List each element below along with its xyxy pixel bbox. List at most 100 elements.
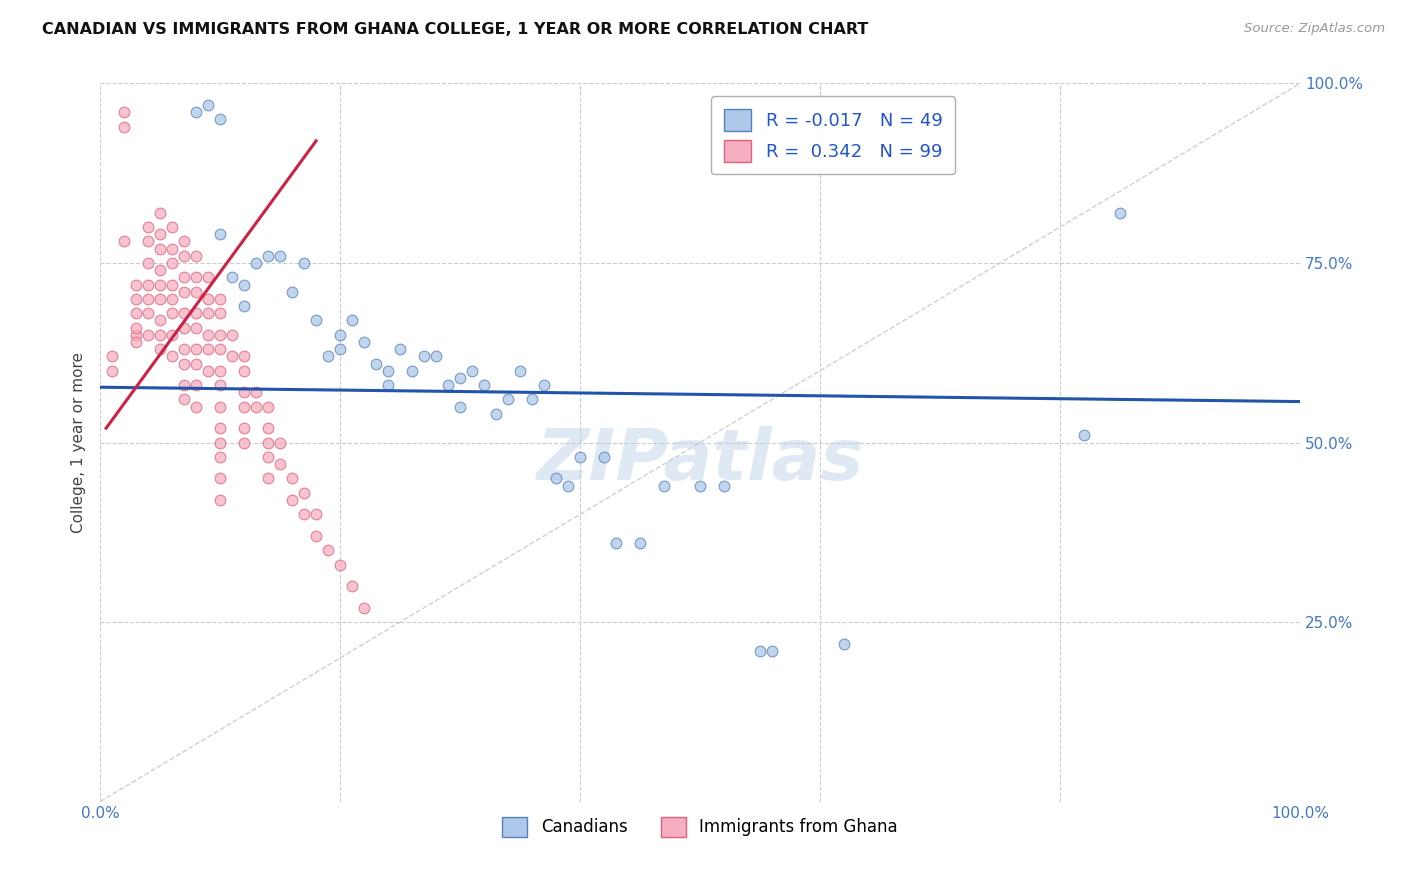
Point bbox=[173, 249, 195, 263]
Point bbox=[257, 249, 280, 263]
Point bbox=[257, 400, 280, 414]
Point bbox=[173, 235, 195, 249]
Point bbox=[209, 400, 232, 414]
Point bbox=[173, 342, 195, 356]
Point bbox=[173, 392, 195, 407]
Point bbox=[197, 270, 219, 285]
Point bbox=[197, 364, 219, 378]
Point bbox=[233, 299, 256, 313]
Point bbox=[389, 342, 412, 356]
Text: Source: ZipAtlas.com: Source: ZipAtlas.com bbox=[1244, 22, 1385, 36]
Point bbox=[401, 364, 423, 378]
Point bbox=[173, 320, 195, 334]
Point bbox=[160, 242, 183, 256]
Point bbox=[149, 227, 172, 242]
Point bbox=[149, 342, 172, 356]
Point bbox=[364, 357, 387, 371]
Point bbox=[281, 471, 304, 485]
Point bbox=[269, 249, 291, 263]
Point bbox=[245, 256, 267, 270]
Point bbox=[353, 600, 375, 615]
Point bbox=[125, 334, 148, 349]
Point bbox=[184, 400, 207, 414]
Point bbox=[533, 378, 555, 392]
Point bbox=[197, 98, 219, 112]
Point bbox=[509, 364, 531, 378]
Point bbox=[149, 277, 172, 292]
Point bbox=[149, 263, 172, 277]
Point bbox=[546, 471, 568, 485]
Point bbox=[520, 392, 543, 407]
Point bbox=[149, 205, 172, 219]
Point bbox=[485, 407, 508, 421]
Point bbox=[233, 435, 256, 450]
Point bbox=[281, 492, 304, 507]
Point bbox=[1109, 205, 1132, 219]
Point bbox=[160, 292, 183, 306]
Point bbox=[173, 357, 195, 371]
Point bbox=[749, 644, 772, 658]
Point bbox=[281, 285, 304, 299]
Point bbox=[209, 292, 232, 306]
Point bbox=[269, 457, 291, 471]
Point bbox=[125, 306, 148, 320]
Point bbox=[305, 313, 328, 327]
Point bbox=[569, 450, 592, 464]
Point bbox=[112, 120, 135, 134]
Point bbox=[136, 292, 159, 306]
Point bbox=[245, 385, 267, 400]
Point bbox=[425, 349, 447, 363]
Y-axis label: College, 1 year or more: College, 1 year or more bbox=[72, 352, 86, 533]
Point bbox=[292, 508, 315, 522]
Point bbox=[221, 327, 243, 342]
Point bbox=[125, 320, 148, 334]
Point bbox=[125, 292, 148, 306]
Point bbox=[377, 364, 399, 378]
Point bbox=[136, 235, 159, 249]
Point bbox=[329, 558, 352, 572]
Point bbox=[233, 364, 256, 378]
Point bbox=[101, 364, 124, 378]
Point bbox=[316, 349, 339, 363]
Point bbox=[713, 478, 735, 492]
Point bbox=[233, 385, 256, 400]
Point bbox=[377, 378, 399, 392]
Text: ZIPatlas: ZIPatlas bbox=[536, 426, 863, 495]
Point bbox=[761, 644, 783, 658]
Point bbox=[209, 421, 232, 435]
Point bbox=[184, 105, 207, 120]
Point bbox=[305, 508, 328, 522]
Legend: Canadians, Immigrants from Ghana: Canadians, Immigrants from Ghana bbox=[496, 810, 904, 844]
Text: CANADIAN VS IMMIGRANTS FROM GHANA COLLEGE, 1 YEAR OR MORE CORRELATION CHART: CANADIAN VS IMMIGRANTS FROM GHANA COLLEG… bbox=[42, 22, 869, 37]
Point bbox=[184, 378, 207, 392]
Point bbox=[209, 471, 232, 485]
Point bbox=[160, 327, 183, 342]
Point bbox=[269, 435, 291, 450]
Point bbox=[197, 292, 219, 306]
Point bbox=[472, 378, 495, 392]
Point bbox=[160, 220, 183, 235]
Point bbox=[160, 256, 183, 270]
Point bbox=[257, 450, 280, 464]
Point bbox=[209, 364, 232, 378]
Point bbox=[184, 342, 207, 356]
Point bbox=[305, 529, 328, 543]
Point bbox=[209, 492, 232, 507]
Point bbox=[233, 400, 256, 414]
Point bbox=[329, 327, 352, 342]
Point bbox=[209, 342, 232, 356]
Point bbox=[136, 306, 159, 320]
Point bbox=[160, 277, 183, 292]
Point bbox=[340, 579, 363, 593]
Point bbox=[197, 327, 219, 342]
Point bbox=[1073, 428, 1095, 442]
Point bbox=[209, 306, 232, 320]
Point bbox=[449, 400, 471, 414]
Point bbox=[160, 306, 183, 320]
Point bbox=[136, 256, 159, 270]
Point bbox=[628, 536, 651, 550]
Point bbox=[292, 485, 315, 500]
Point bbox=[593, 450, 616, 464]
Point bbox=[173, 306, 195, 320]
Point bbox=[173, 270, 195, 285]
